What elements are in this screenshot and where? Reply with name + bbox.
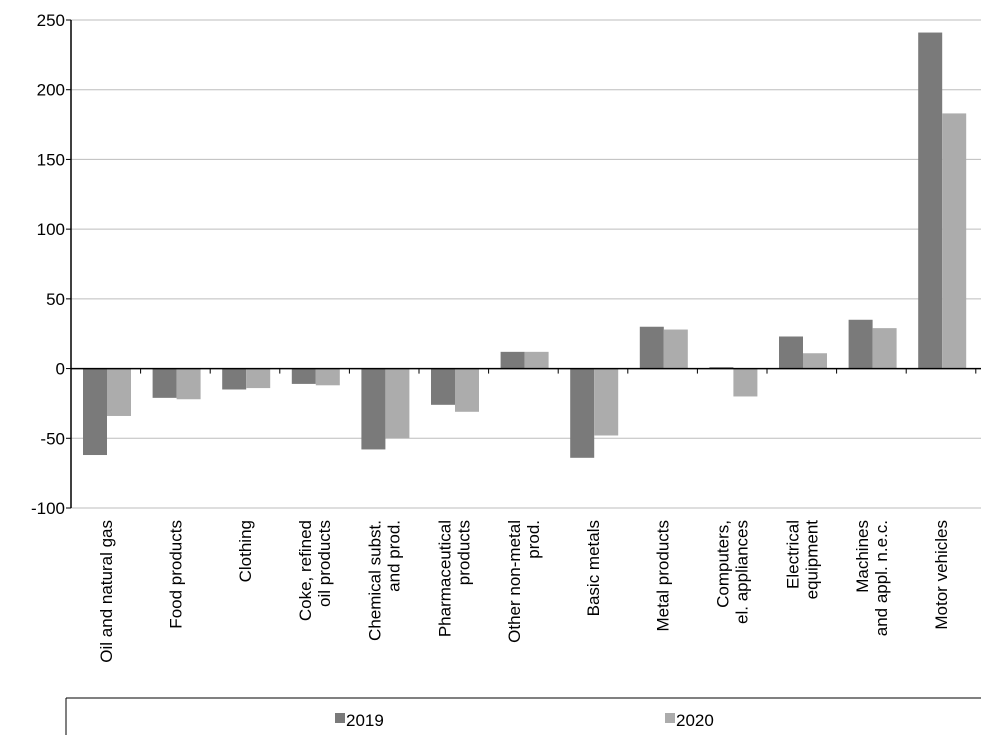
gridlines: [71, 19, 981, 509]
bar-2019: [83, 368, 107, 456]
y-tick-label: 150: [37, 150, 65, 169]
x-category-label-line: Oil and natural gas: [97, 520, 116, 663]
bar-2019: [431, 368, 455, 405]
x-category-label: Chemical subst. and prod.: [366, 520, 404, 641]
legend-label: 2019: [346, 711, 384, 730]
x-category-label-line: Machines: [853, 520, 872, 593]
x-category-label-line: Electrical: [783, 520, 802, 589]
x-category-label-line: el. appliances: [733, 520, 752, 624]
bar-2020: [942, 113, 967, 369]
bar-2019: [779, 336, 803, 369]
bar-2020: [246, 368, 271, 389]
bar-2020: [803, 353, 827, 369]
x-category-label-line: Pharmaceutical: [435, 520, 454, 637]
x-category-label: Motor vehicles: [932, 520, 951, 630]
x-category-label-line: Motor vehicles: [932, 520, 951, 630]
bar-2020: [733, 368, 758, 397]
bar-2020: [663, 329, 688, 369]
bar-2020: [315, 368, 340, 386]
bar-2020: [594, 368, 619, 436]
bars: [83, 32, 967, 458]
y-tick-label: 50: [46, 290, 65, 309]
x-category-label-line: equipment: [802, 520, 821, 600]
x-category-label-line: Basic metals: [584, 520, 603, 616]
legend: 2019 2020: [65, 697, 981, 735]
bar-2020: [385, 368, 410, 439]
x-category-label-line: Clothing: [236, 520, 255, 582]
legend-swatch-2019: [335, 713, 345, 723]
x-category-label: Coke, refined oil products: [296, 520, 334, 621]
y-tick-label: 250: [37, 11, 65, 30]
bar-2020: [524, 351, 549, 369]
y-tick-label: -100: [31, 499, 65, 518]
bar-2019: [222, 368, 247, 390]
bar-2019: [152, 368, 177, 398]
x-category-label-line: Chemical subst.: [366, 520, 385, 641]
y-tick-label: 200: [37, 81, 65, 100]
x-category-label: Oil and natural gas: [97, 520, 116, 663]
x-category-label-line: Food products: [166, 520, 185, 629]
bar-2019: [639, 326, 664, 369]
bar-2019: [918, 32, 943, 369]
x-category-label: Clothing: [236, 520, 255, 582]
y-tick-label: -50: [40, 429, 65, 448]
x-category-label: Pharmaceutical products: [435, 520, 473, 637]
bar-2020: [107, 368, 131, 416]
x-category-label: Computers, el. appliances: [714, 520, 752, 624]
bar-2019: [848, 319, 873, 369]
x-category-label-line: prod.: [524, 520, 543, 559]
x-category-label-line: Coke, refined: [296, 520, 315, 621]
legend-swatch-2020: [665, 713, 675, 723]
x-category-label: Food products: [166, 520, 185, 629]
bar-2020: [176, 368, 201, 400]
x-category-label-line: and appl. n.e.c.: [872, 520, 891, 636]
x-category-label-line: and prod.: [385, 520, 404, 592]
x-category-label: Metal products: [654, 520, 673, 632]
y-tick-label: 0: [56, 360, 65, 379]
x-category-label: Machines and appl. n.e.c.: [853, 520, 891, 636]
x-category-label-line: products: [454, 520, 473, 585]
y-tick-label: 100: [37, 220, 65, 239]
legend-label: 2020: [676, 711, 714, 730]
x-category-label: Other non-metal prod.: [505, 520, 543, 643]
bar-2020: [872, 328, 897, 369]
bar-2019: [500, 351, 525, 369]
bar-2019: [291, 368, 316, 384]
x-category-label-line: Other non-metal: [505, 520, 524, 643]
x-category-label-line: oil products: [315, 520, 334, 607]
x-category-label-line: Computers,: [714, 520, 733, 608]
axes: -100 -50 0 50 100 150 200 250 Oil and natural ga…: [31, 11, 981, 663]
x-category-label: Electrical equipment: [783, 520, 821, 600]
x-category-label-line: Metal products: [654, 520, 673, 632]
bar-2019: [570, 368, 595, 458]
bar-2020: [455, 368, 479, 412]
bar-2019: [361, 368, 386, 450]
x-category-label: Basic metals: [584, 520, 603, 616]
